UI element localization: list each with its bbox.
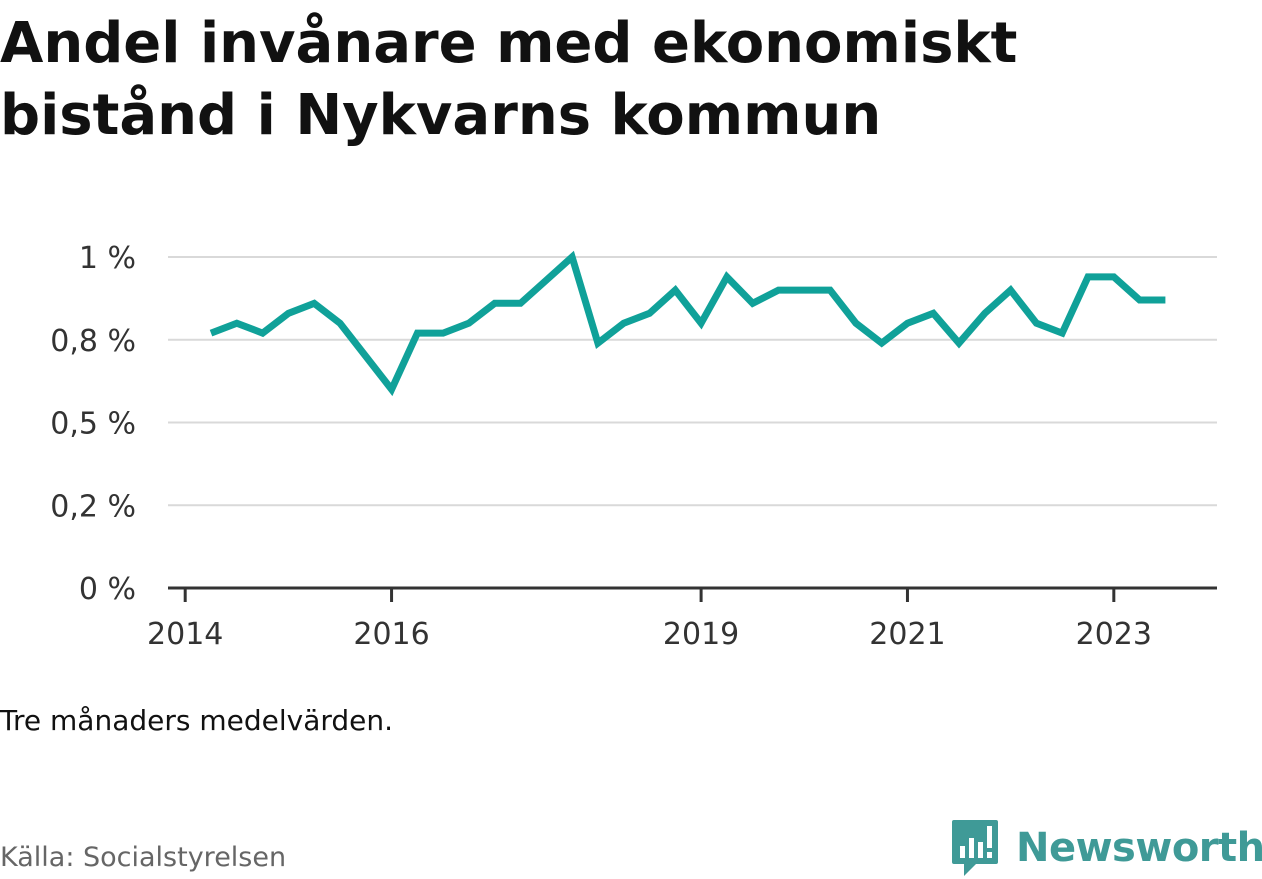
source-text: Källa: Socialstyrelsen [0, 842, 287, 873]
x-tick-label: 2023 [1076, 617, 1152, 652]
y-tick-label: 0,8 % [50, 324, 136, 359]
grid-lines [168, 256, 1217, 507]
x-tick-label: 2019 [663, 617, 739, 652]
chart-note: Tre månaders medelvärden. [0, 704, 394, 737]
x-axis-ticks: 2014 2016 2019 2021 2023 [147, 588, 1152, 652]
y-tick-label: 0,5 % [50, 407, 136, 442]
series-line [209, 250, 1166, 397]
newsworthy-logo-icon [952, 820, 998, 876]
y-tick-label: 0,2 % [50, 489, 136, 524]
brand-name: Newsworthy [1016, 825, 1262, 871]
y-tick-label: 1 % [79, 241, 136, 276]
x-tick-label: 2014 [147, 617, 223, 652]
y-axis-ticks: 0 % 0,2 % 0,5 % 0,8 % 1 % [50, 241, 136, 607]
y-tick-label: 0 % [79, 572, 136, 607]
newsworthy-brand[interactable]: Newsworthy [950, 818, 1262, 878]
x-tick-label: 2016 [353, 617, 429, 652]
line-chart: 0 %0,2 %0,5 %0,8 %1 % 2014 2016 2019 2021 20… [50, 241, 1217, 652]
chart-title: Andel invånare med ekonomiskt bistånd i … [0, 11, 1018, 148]
x-tick-label: 2021 [869, 617, 945, 652]
series-layer [209, 250, 1166, 397]
